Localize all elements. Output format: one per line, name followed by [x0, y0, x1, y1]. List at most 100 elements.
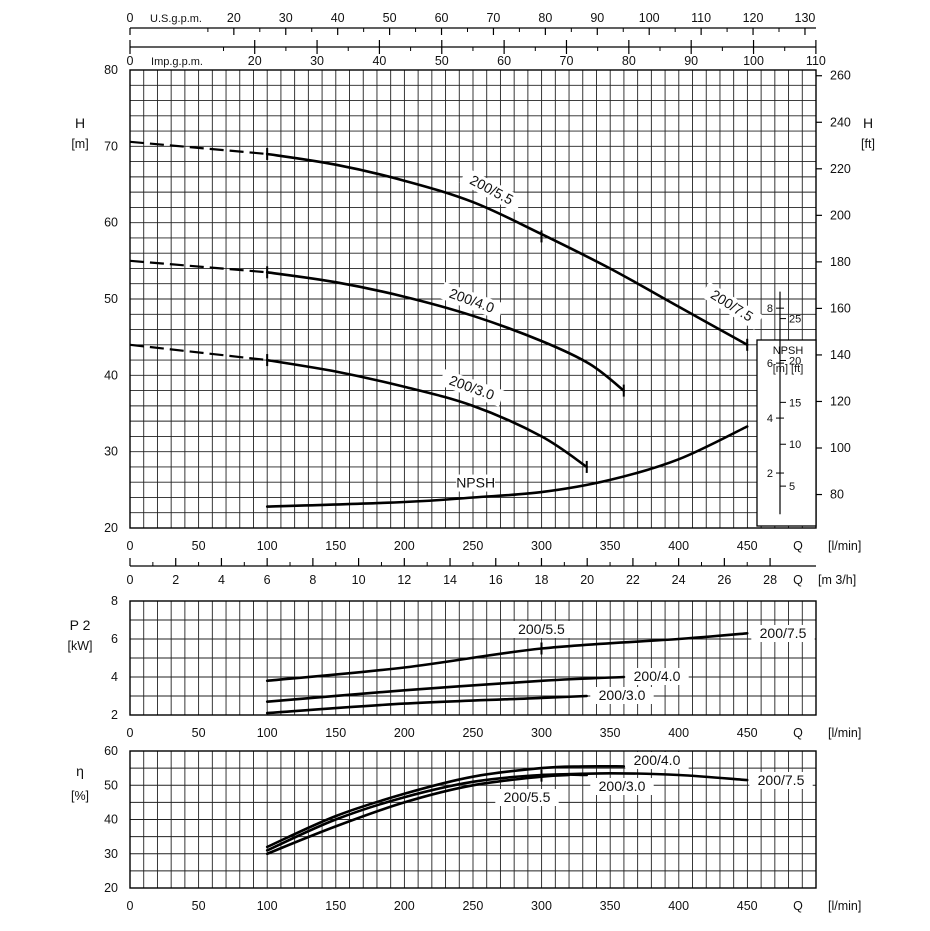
impgpm-tick-label: 40: [372, 54, 386, 68]
head-ytick-label: 60: [104, 216, 118, 230]
usgpm-tick-label: 130: [795, 11, 816, 25]
efficiency-ytick-label: 20: [104, 881, 118, 895]
head-ft-tick-label: 200: [830, 208, 851, 222]
head-ft-tick-label: 180: [830, 255, 851, 269]
efficiency-xlabel: Q: [793, 899, 803, 913]
usgpm-tick-label: 120: [743, 11, 764, 25]
power-200-4.0-label: 200/4.0: [634, 668, 681, 684]
head-ytick-label: 40: [104, 368, 118, 382]
head-xunit: [l/min]: [828, 539, 861, 553]
efficiency-200-3.0-label-bg: [590, 778, 654, 795]
power-xtick-label: 300: [531, 726, 552, 740]
head-xtick-label: 200: [394, 539, 415, 553]
m3h-tick-label: 28: [763, 573, 777, 587]
power-xtick-label: 450: [737, 726, 758, 740]
m3h-tick-label: 20: [580, 573, 594, 587]
efficiency-xtick-label: 450: [737, 899, 758, 913]
efficiency-200-4.0-label-group: 200/4.0: [625, 752, 689, 769]
head-series-4-curve: [265, 425, 749, 508]
efficiency-xtick-label: 250: [462, 899, 483, 913]
head-series-3-curve: [265, 358, 588, 469]
head-xtick-label: 100: [257, 539, 278, 553]
efficiency-ytick-label: 40: [104, 813, 118, 827]
efficiency-ytick-label: 30: [104, 847, 118, 861]
efficiency-xtick-label: 100: [257, 899, 278, 913]
npsh-inset-frame: [756, 339, 817, 527]
head-200-3.0-label-group: 200/3.0: [439, 369, 505, 407]
head-ytick-label: 30: [104, 445, 118, 459]
efficiency-xtick-label: 150: [325, 899, 346, 913]
head-xtick-label: 350: [600, 539, 621, 553]
efficiency-200-3.0-label-group: 200/3.0: [590, 778, 654, 795]
power-xtick-label: 150: [325, 726, 346, 740]
head-ylabel-right: H: [863, 115, 873, 131]
power-5.5-7.5-curve: [265, 632, 749, 683]
head-ft-tick-label: 160: [830, 301, 851, 315]
npsh-m-tick-label: 4: [767, 413, 773, 425]
usgpm-axis-label: U.S.g.p.m.: [150, 13, 202, 25]
usgpm-tick-label: 20: [227, 11, 241, 25]
head-yunit-right: [ft]: [861, 137, 875, 151]
impgpm-tick-label: 50: [435, 54, 449, 68]
power-series-4.0-curve: [265, 675, 626, 703]
head-200-7.5-label-bg: [700, 281, 764, 330]
power-xtick-label: 250: [462, 726, 483, 740]
efficiency-200-3.0-label: 200/3.0: [599, 778, 646, 794]
power-xlabel: Q: [793, 726, 803, 740]
efficiency-series-0-curve: [265, 764, 626, 849]
head-ytick-label: 20: [104, 521, 118, 535]
usgpm-tick-label: 60: [435, 11, 449, 25]
head-xtick-label: 150: [325, 539, 346, 553]
m3h-tick-label: 8: [309, 573, 316, 587]
head-xtick-label: 50: [192, 539, 206, 553]
npsh-m-tick-label: 8: [767, 303, 773, 315]
power-xtick-label: 200: [394, 726, 415, 740]
head-ylabel: H: [75, 115, 85, 131]
head-series-0-dashed-curve: [129, 140, 268, 156]
head-ft-tick-label: 240: [830, 115, 851, 129]
power-200-5.5-label-group: 200/5.5: [509, 621, 574, 638]
impgpm-tick-label: 30: [310, 54, 324, 68]
efficiency-xtick-label: 350: [600, 899, 621, 913]
npsh-m-tick-label: 6: [767, 358, 773, 370]
head-ft-tick-label: 220: [830, 162, 851, 176]
efficiency-series-3-curve: [265, 773, 588, 852]
power-xtick-label: 0: [127, 726, 134, 740]
m3h-tick-label: 16: [489, 573, 503, 587]
head-series-2-curve: [265, 271, 626, 392]
m3h-tick-label: 10: [352, 573, 366, 587]
head-xtick-label: 300: [531, 539, 552, 553]
impgpm-tick-label: 100: [743, 54, 764, 68]
power-200-7.5-label: 200/7.5: [760, 625, 807, 641]
usgpm-tick-label: 80: [538, 11, 552, 25]
m3h-tick-label: 6: [264, 573, 271, 587]
power-xtick-label: 100: [257, 726, 278, 740]
efficiency-200-5.5-label-bg: [495, 789, 559, 806]
efficiency-xtick-label: 0: [127, 899, 134, 913]
head-chart-frame: [129, 69, 817, 529]
power-ytick-label: 8: [111, 594, 118, 608]
head-200-4.0-label-bg: [439, 282, 505, 320]
head-ft-tick-label: 120: [830, 394, 851, 408]
usgpm-tick-label: 90: [590, 11, 604, 25]
efficiency-xtick-label: 200: [394, 899, 415, 913]
efficiency-200-7.5-label: 200/7.5: [758, 772, 805, 788]
m3h-tick-label: 4: [218, 573, 225, 587]
npsh-ft-tick-label: 15: [789, 397, 801, 409]
usgpm-tick-label: 100: [639, 11, 660, 25]
usgpm-tick-label: 0: [127, 11, 134, 25]
m3h-tick-label: 22: [626, 573, 640, 587]
impgpm-tick-label: 0: [127, 54, 134, 68]
power-ylabel: P 2: [70, 617, 91, 633]
m3h-tick-label: 24: [672, 573, 686, 587]
efficiency-200-5.5-label-group: 200/5.5: [495, 789, 559, 806]
impgpm-axis-label: Imp.g.p.m.: [151, 56, 203, 68]
m3h-axis-label: Q: [793, 573, 803, 587]
m3h-tick-label: 26: [717, 573, 731, 587]
impgpm-tick-label: 60: [497, 54, 511, 68]
impgpm-tick-label: 80: [622, 54, 636, 68]
efficiency-ytick-label: 60: [104, 744, 118, 758]
usgpm-tick-label: 50: [383, 11, 397, 25]
head-series-0-curve: [265, 152, 749, 347]
